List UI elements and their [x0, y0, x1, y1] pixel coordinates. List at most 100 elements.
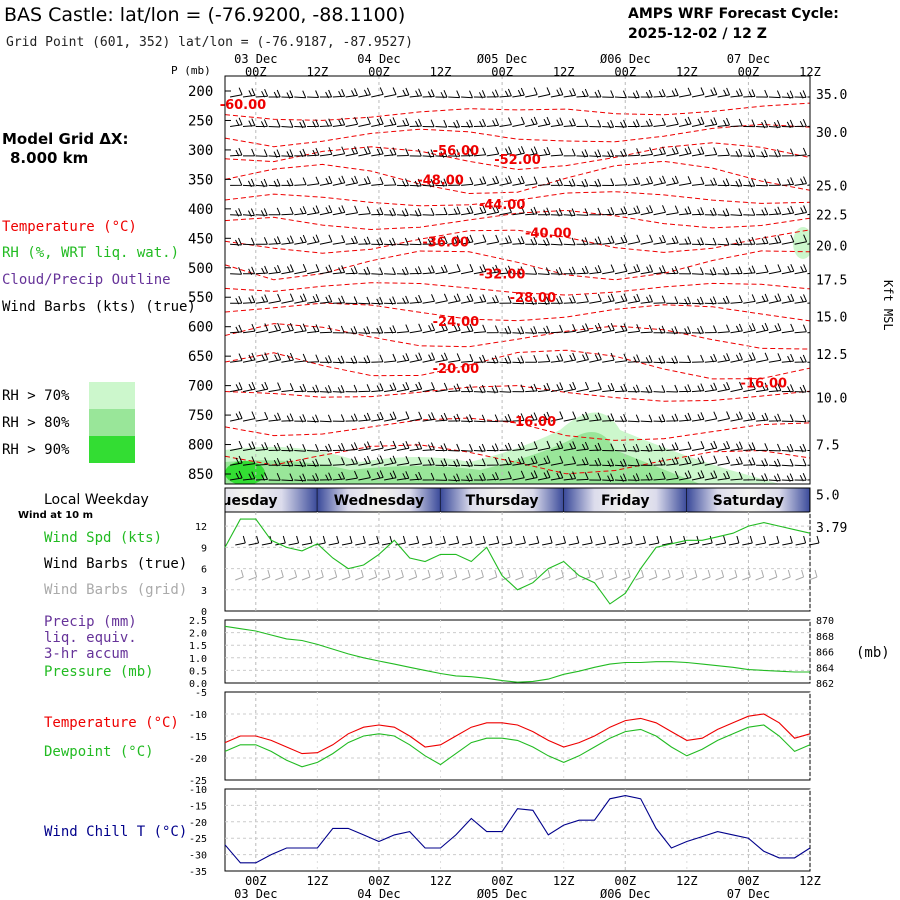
wind-barb [307, 119, 320, 128]
wind-barb [679, 296, 692, 306]
wind-barb [332, 457, 345, 466]
wind-barb [704, 455, 718, 466]
wind-barb [396, 324, 410, 334]
wind-barb [563, 352, 577, 363]
bottom-date-label: 04 Dec [357, 887, 400, 900]
wind-barb-grid [328, 569, 338, 581]
wind-barb [242, 471, 256, 481]
height-tick-label: 17.5 [816, 274, 847, 289]
wind-barb-grid [488, 569, 498, 581]
wind-barb [589, 149, 602, 158]
rh-legend-label: RH > 70% [2, 388, 70, 404]
wind-barb [743, 236, 756, 246]
wind-barb [345, 88, 358, 98]
wind-barb-grid [235, 569, 244, 581]
wind-barb [242, 323, 256, 334]
wind-barb [345, 146, 359, 157]
wind-barb [640, 443, 653, 453]
wind-barb [396, 295, 410, 305]
wind-barb [807, 391, 810, 393]
temperature-contour [225, 209, 810, 231]
wind-barb [473, 384, 486, 394]
wind-barb [717, 295, 730, 305]
wind-barb [268, 458, 281, 467]
wind-barb [717, 455, 731, 466]
wind-barb [255, 208, 268, 217]
wind-barb [576, 265, 589, 275]
wind-barb [319, 472, 333, 481]
wind-barb [666, 471, 679, 481]
wind-barb [448, 264, 461, 275]
wind-barb [242, 411, 256, 422]
y-tick-label: -10 [189, 785, 207, 796]
height-tick-label: 12.5 [816, 348, 847, 363]
weekday-bar: Tuesday Wednesday Thursday Friday Saturday [214, 487, 811, 513]
top-hour-label: 00Z [614, 65, 636, 79]
wind-barb-true [355, 535, 366, 546]
wind-barb [281, 443, 294, 453]
wind-barb [794, 90, 807, 99]
wind-barb [807, 243, 810, 245]
wind-barb [781, 323, 795, 334]
wind-barb [743, 457, 756, 466]
weekday-cell [440, 488, 564, 512]
height-tick-label: 3.79 [816, 521, 847, 536]
wind-barb [768, 353, 782, 363]
wind-barb [794, 147, 807, 157]
wind-barb [550, 147, 564, 157]
wind-barb [794, 119, 807, 128]
wind-barb [730, 471, 743, 481]
wind-barb [627, 119, 640, 128]
weekday-cells: Tuesday Wednesday Thursday Friday Saturday [214, 488, 810, 512]
wind-barb [512, 384, 525, 393]
wind-barb [614, 353, 628, 363]
wind-barb [371, 116, 384, 127]
temperature-contour [225, 282, 810, 296]
bottom-date-label: Ø06 Dec [600, 887, 651, 900]
wind-barb [230, 440, 243, 451]
wind-barb [537, 237, 550, 247]
wind-panel: 0 3 6 9 12 [195, 511, 820, 618]
wind-barb [268, 236, 281, 245]
wind-barb [653, 414, 666, 423]
wind-barb-grid [555, 569, 564, 581]
wind-barb [512, 116, 525, 127]
wind-barb [345, 205, 359, 216]
wind-barb [230, 147, 243, 157]
temperature-label: -40.00 [525, 226, 572, 241]
wind-barb [640, 385, 653, 394]
weekday-label: Tuesday [214, 493, 278, 509]
wind-barb [781, 177, 795, 186]
wind-barb [371, 325, 384, 335]
wind-barb [255, 119, 268, 128]
wind-barb [512, 146, 525, 157]
wind-barb [627, 205, 641, 216]
height-tick-label: 30.0 [816, 126, 847, 141]
wind-barb [307, 90, 320, 98]
wind-barb [576, 294, 589, 304]
wind-barb [499, 205, 512, 216]
wind-barb [229, 411, 243, 422]
wind-barb [781, 414, 794, 422]
wind-barb [704, 207, 717, 217]
wind-barb [653, 295, 666, 304]
wind-barb [602, 120, 615, 129]
y-tick-label: -25 [189, 834, 207, 845]
wind-barb [679, 87, 692, 98]
wind-barbs-grid-label: Wind Barbs (grid) [44, 582, 187, 598]
wind-barb [781, 384, 794, 393]
pressure-tick-label: 450 [188, 231, 213, 247]
wind-barb [435, 473, 448, 481]
wind-barb-true [688, 535, 700, 546]
wind-barb [614, 443, 627, 452]
wind-barb [525, 326, 538, 335]
wind-barb [666, 326, 679, 335]
wind-barb [422, 382, 435, 393]
wind-barb [268, 149, 281, 158]
wind-barb-grid [395, 569, 404, 581]
wind-barb [589, 457, 602, 467]
wind-barb [435, 264, 448, 275]
wind-barb-grid [608, 569, 618, 581]
wind-barb [525, 146, 538, 157]
wind-barb [396, 266, 409, 276]
